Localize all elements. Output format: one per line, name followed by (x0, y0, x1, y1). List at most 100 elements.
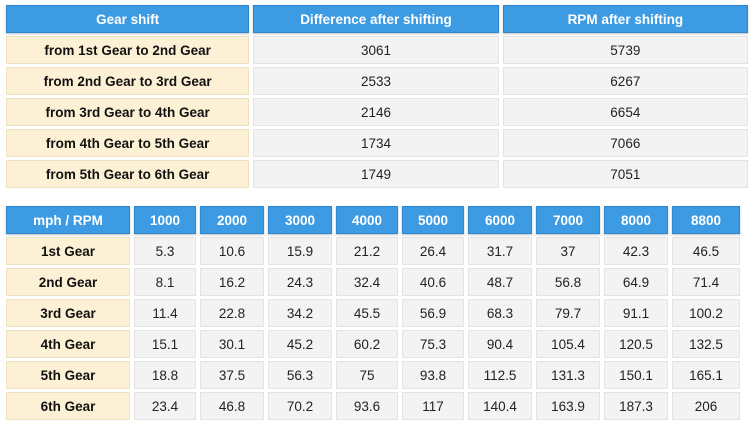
table-row: from 2nd Gear to 3rd Gear 2533 6267 (6, 67, 748, 95)
speed-value: 21.2 (336, 237, 398, 265)
speed-value: 40.6 (402, 268, 464, 296)
speed-value: 37.5 (200, 361, 264, 389)
speed-value: 45.5 (336, 299, 398, 327)
speed-value: 112.5 (468, 361, 532, 389)
speed-value: 23.4 (134, 392, 196, 420)
speed-value: 46.8 (200, 392, 264, 420)
gear-label: 2nd Gear (6, 268, 130, 296)
speed-value: 70.2 (268, 392, 332, 420)
speed-value: 30.1 (200, 330, 264, 358)
header-rpm-after-shifting: RPM after shifting (502, 5, 748, 33)
speed-value: 56.3 (268, 361, 332, 389)
speed-value: 206 (672, 392, 740, 420)
speed-value: 18.8 (134, 361, 196, 389)
gear-shift-label: from 1st Gear to 2nd Gear (6, 36, 250, 64)
gear-shift-header-row: Gear shift Difference after shifting RPM… (6, 5, 748, 33)
speed-value: 64.9 (604, 268, 668, 296)
speed-value: 90.4 (468, 330, 532, 358)
speed-value: 8.1 (134, 268, 196, 296)
gear-shift-label: from 3rd Gear to 4th Gear (6, 98, 250, 126)
speed-value: 48.7 (468, 268, 532, 296)
speed-value: 56.8 (536, 268, 600, 296)
speed-value: 163.9 (536, 392, 600, 420)
table-row: 3rd Gear 11.4 22.8 34.2 45.5 56.9 68.3 79.7 91.1… (6, 299, 740, 327)
speed-value: 26.4 (402, 237, 464, 265)
speed-value: 32.4 (336, 268, 398, 296)
speed-value: 100.2 (672, 299, 740, 327)
difference-value: 1734 (253, 129, 499, 157)
difference-value: 1749 (253, 160, 499, 188)
table-row: 1st Gear 5.3 10.6 15.9 21.2 26.4 31.7 37 42.3 46.… (6, 237, 740, 265)
header-rpm-8000: 8000 (604, 206, 668, 234)
speed-value: 93.8 (402, 361, 464, 389)
speed-value: 11.4 (134, 299, 196, 327)
difference-value: 2533 (253, 67, 499, 95)
header-rpm-8800: 8800 (672, 206, 740, 234)
speed-value: 15.9 (268, 237, 332, 265)
speed-by-rpm-table: mph / RPM 1000 2000 3000 4000 5000 6000 7000 80… (2, 203, 744, 423)
rpm-after-value: 7066 (502, 129, 748, 157)
speed-value: 45.2 (268, 330, 332, 358)
gear-label: 6th Gear (6, 392, 130, 420)
gear-shift-label: from 4th Gear to 5th Gear (6, 129, 250, 157)
header-rpm-4000: 4000 (336, 206, 398, 234)
speed-value: 79.7 (536, 299, 600, 327)
speed-value: 132.5 (672, 330, 740, 358)
speed-value: 165.1 (672, 361, 740, 389)
speed-value: 31.7 (468, 237, 532, 265)
rpm-after-value: 6267 (502, 67, 748, 95)
gear-label: 3rd Gear (6, 299, 130, 327)
table-row: from 4th Gear to 5th Gear 1734 7066 (6, 129, 748, 157)
speed-value: 140.4 (468, 392, 532, 420)
header-mph-rpm: mph / RPM (6, 206, 130, 234)
table-row: 4th Gear 15.1 30.1 45.2 60.2 75.3 90.4 105.4 120… (6, 330, 740, 358)
speed-value: 75.3 (402, 330, 464, 358)
speed-header-row: mph / RPM 1000 2000 3000 4000 5000 6000 7000 80… (6, 206, 740, 234)
gear-shift-label: from 5th Gear to 6th Gear (6, 160, 250, 188)
rpm-after-value: 6654 (502, 98, 748, 126)
header-rpm-2000: 2000 (200, 206, 264, 234)
speed-value: 150.1 (604, 361, 668, 389)
difference-value: 3061 (253, 36, 499, 64)
speed-value: 22.8 (200, 299, 264, 327)
difference-value: 2146 (253, 98, 499, 126)
header-difference-after-shifting: Difference after shifting (253, 5, 499, 33)
table-row: 5th Gear 18.8 37.5 56.3 75 93.8 112.5 131.3 150.… (6, 361, 740, 389)
header-rpm-1000: 1000 (134, 206, 196, 234)
header-rpm-6000: 6000 (468, 206, 532, 234)
table-row: from 5th Gear to 6th Gear 1749 7051 (6, 160, 748, 188)
speed-value: 71.4 (672, 268, 740, 296)
gear-label: 4th Gear (6, 330, 130, 358)
gear-shift-table: Gear shift Difference after shifting RPM… (2, 2, 752, 191)
gear-label: 1st Gear (6, 237, 130, 265)
speed-value: 46.5 (672, 237, 740, 265)
gear-shift-label: from 2nd Gear to 3rd Gear (6, 67, 250, 95)
speed-value: 16.2 (200, 268, 264, 296)
header-gear-shift: Gear shift (6, 5, 250, 33)
table-row: 2nd Gear 8.1 16.2 24.3 32.4 40.6 48.7 56.8 64.9 7… (6, 268, 740, 296)
speed-value: 91.1 (604, 299, 668, 327)
header-rpm-5000: 5000 (402, 206, 464, 234)
rpm-after-value: 7051 (502, 160, 748, 188)
speed-value: 131.3 (536, 361, 600, 389)
speed-value: 60.2 (336, 330, 398, 358)
speed-value: 187.3 (604, 392, 668, 420)
speed-value: 37 (536, 237, 600, 265)
header-rpm-7000: 7000 (536, 206, 600, 234)
gear-label: 5th Gear (6, 361, 130, 389)
speed-value: 93.6 (336, 392, 398, 420)
speed-value: 5.3 (134, 237, 196, 265)
speed-value: 75 (336, 361, 398, 389)
speed-value: 15.1 (134, 330, 196, 358)
rpm-after-value: 5739 (502, 36, 748, 64)
speed-value: 68.3 (468, 299, 532, 327)
speed-value: 117 (402, 392, 464, 420)
header-rpm-3000: 3000 (268, 206, 332, 234)
table-row: from 1st Gear to 2nd Gear 3061 5739 (6, 36, 748, 64)
speed-value: 56.9 (402, 299, 464, 327)
speed-value: 105.4 (536, 330, 600, 358)
speed-value: 34.2 (268, 299, 332, 327)
speed-value: 120.5 (604, 330, 668, 358)
table-row: 6th Gear 23.4 46.8 70.2 93.6 117 140.4 163.9 187… (6, 392, 740, 420)
speed-value: 10.6 (200, 237, 264, 265)
